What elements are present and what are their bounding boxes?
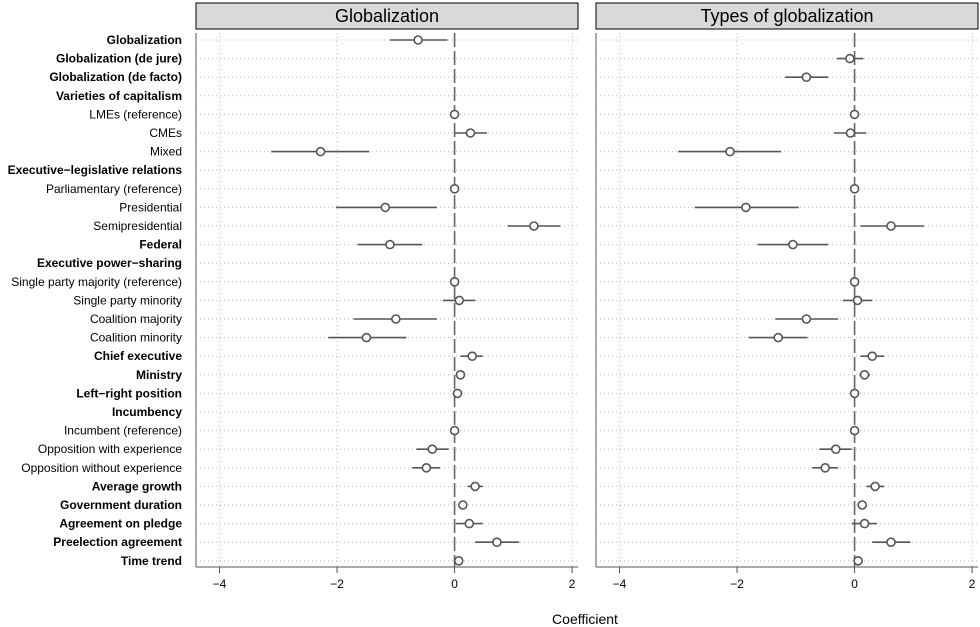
point-estimate (467, 351, 478, 362)
row-label: Incumbency (112, 405, 182, 419)
point-estimate (849, 184, 860, 194)
row-label: Single party majority (reference) (11, 275, 182, 289)
point-estimate (453, 555, 464, 566)
x-tick-label: 2 (569, 577, 576, 591)
point-estimate (458, 500, 468, 510)
x-tick-label: −2 (730, 577, 744, 591)
point-estimate (788, 239, 798, 250)
point-estimate (492, 537, 502, 548)
row-label: Executive−legislative relations (8, 163, 183, 177)
point-estimate (849, 388, 860, 399)
point-estimate (465, 128, 476, 138)
point-estimate (427, 444, 438, 455)
panel-title: Types of globalization (700, 6, 873, 26)
point-estimate (725, 146, 735, 157)
point-estimate (845, 53, 855, 64)
point-estimate (449, 276, 460, 287)
x-tick-label: −4 (213, 577, 227, 591)
x-tick-label: −2 (330, 577, 344, 591)
point-estimate (820, 462, 831, 473)
point-estimate (380, 202, 391, 213)
row-label: Single party minority (73, 293, 182, 307)
row-label: Government duration (60, 498, 182, 512)
point-estimate (849, 276, 860, 287)
point-estimate (853, 555, 863, 566)
row-label: Opposition with experience (38, 442, 182, 456)
x-tick-label: 0 (851, 577, 858, 591)
point-estimate (849, 425, 860, 436)
point-estimate (741, 202, 751, 213)
row-label: Semipresidential (93, 219, 182, 233)
row-label: Coalition minority (90, 331, 182, 345)
point-estimate (849, 109, 860, 120)
row-label: Agreement on pledge (59, 517, 182, 531)
point-estimate (857, 500, 868, 510)
row-label: Incumbent (reference) (64, 424, 182, 438)
row-label: Parliamentary (reference) (46, 182, 182, 196)
point-estimate (449, 184, 460, 194)
point-estimate (455, 369, 466, 380)
panel-title: Globalization (335, 6, 439, 26)
point-estimate (870, 481, 880, 492)
row-labels: Globalization Globalization (de jure) Glob… (8, 33, 183, 568)
point-estimate (413, 35, 423, 45)
point-estimate (464, 518, 475, 529)
point-estimate (449, 109, 460, 120)
panel-2: Types of globalization −4 −2 0 2 (595, 2, 979, 591)
row-label: Varieties of capitalism (56, 89, 182, 103)
point-estimate (315, 146, 326, 157)
point-estimate (886, 537, 896, 548)
point-estimate (385, 239, 395, 250)
x-axis-title: Coefficient (552, 611, 618, 627)
row-label: Chief executive (94, 349, 182, 363)
point-estimate (452, 388, 463, 399)
row-label: Left−right position (76, 386, 182, 400)
row-label: Presidential (119, 200, 182, 214)
point-estimate (859, 369, 870, 380)
point-estimate (529, 221, 539, 231)
row-label: Executive power−sharing (37, 256, 182, 270)
row-label: Ministry (136, 368, 182, 382)
x-tick-label: 2 (969, 577, 976, 591)
point-estimate (830, 444, 841, 455)
row-label: Federal (139, 238, 182, 252)
point-estimate (852, 295, 863, 306)
row-label: Opposition without experience (21, 461, 182, 475)
x-tick-label: 0 (451, 577, 458, 591)
point-estimate (449, 425, 460, 436)
point-estimate (421, 462, 432, 473)
point-estimate (361, 332, 372, 343)
point-estimate (454, 295, 465, 306)
point-estimate (886, 221, 896, 231)
panel-title-strip (595, 2, 979, 30)
row-label: Preelection agreement (53, 535, 182, 549)
panel-title-strip (195, 2, 579, 30)
point-estimate (859, 518, 870, 529)
row-label: Average growth (92, 479, 182, 493)
point-estimate (773, 332, 783, 343)
point-estimate (867, 351, 878, 362)
row-label: Globalization (107, 33, 182, 47)
point-estimate (470, 481, 480, 492)
row-label: CMEs (149, 126, 182, 140)
point-estimate (845, 128, 856, 138)
point-estimate (801, 314, 812, 324)
row-label: Globalization (de jure) (56, 52, 182, 66)
row-label: Mixed (150, 145, 182, 159)
row-label: Globalization (de facto) (49, 70, 182, 84)
point-estimate (391, 314, 401, 324)
panel-1: Globalization −4 −2 0 2 (195, 2, 579, 591)
row-label: LMEs (reference) (89, 107, 182, 121)
row-label: Time trend (121, 554, 182, 568)
row-label: Coalition majority (90, 312, 182, 326)
x-tick-label: −4 (613, 577, 627, 591)
point-estimate (801, 72, 812, 82)
